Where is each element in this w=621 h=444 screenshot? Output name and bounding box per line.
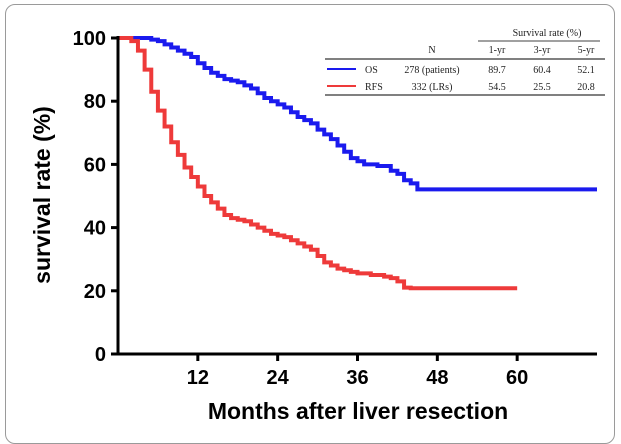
legend-row-rfs-label: RFS <box>365 82 383 93</box>
legend-row-os-1yr: 89.7 <box>488 65 506 76</box>
legend-row-os-5yr: 52.1 <box>577 65 595 76</box>
y-tick-label: 40 <box>84 218 106 240</box>
legend-header-group: Survival rate (%) <box>513 28 582 39</box>
y-tick-label: 20 <box>84 281 106 303</box>
series-rfs-line <box>118 36 518 291</box>
x-axis-title: Months after liver resection <box>208 398 508 424</box>
y-tick-label: 0 <box>95 344 106 366</box>
legend-col-1yr: 1-yr <box>489 45 506 56</box>
legend-col-5yr: 5-yr <box>578 45 595 56</box>
legend-row-os-label: OS <box>365 65 378 76</box>
x-tick-label: 36 <box>346 367 368 389</box>
y-tick-label: 80 <box>84 91 106 113</box>
legend-col-n: N <box>428 45 435 56</box>
axes <box>116 36 597 356</box>
x-tick-label: 24 <box>267 367 290 389</box>
legend-row-rfs-n: 332 (LRs) <box>412 82 453 93</box>
legend-row-os-3yr: 60.4 <box>533 65 551 76</box>
legend-col-3yr: 3-yr <box>534 45 551 56</box>
y-axis-title: survival rate (%) <box>29 106 55 284</box>
legend-row-rfs-3yr: 25.5 <box>533 82 551 93</box>
x-ticks: 12 24 36 48 60 <box>187 354 528 389</box>
y-tick-label: 100 <box>73 28 106 50</box>
legend-row-rfs-5yr: 20.8 <box>577 82 595 93</box>
legend-row-os-n: 278 (patients) <box>404 65 459 76</box>
survival-chart: 0 20 40 60 80 100 12 24 36 48 60 survival rate (%… <box>29 28 605 424</box>
x-tick-label: 48 <box>426 367 448 389</box>
legend-table: Survival rate (%) N 1-yr 3-yr 5-yr OS 27… <box>325 28 605 96</box>
y-tick-label: 60 <box>84 154 106 176</box>
legend-row-rfs-1yr: 54.5 <box>488 82 506 93</box>
survival-curves <box>118 36 597 291</box>
x-tick-label: 60 <box>506 367 528 389</box>
series-os-line <box>118 36 597 192</box>
y-ticks: 0 20 40 60 80 100 <box>73 28 118 366</box>
x-tick-label: 12 <box>187 367 209 389</box>
